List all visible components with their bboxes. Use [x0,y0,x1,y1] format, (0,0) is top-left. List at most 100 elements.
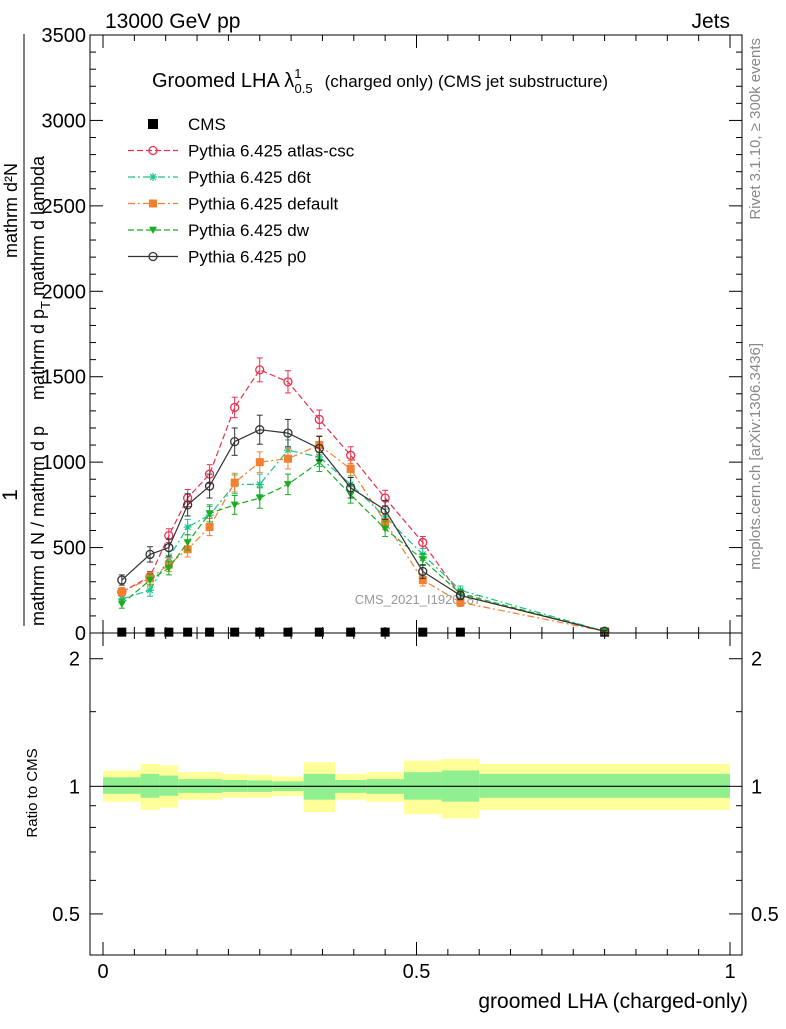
data-point [418,537,428,548]
title-main: Groomed LHA λ [152,70,294,92]
y-axis-label: 1 mathrm d N / mathrm d p mathrm d²N mat… [0,34,53,626]
data-point [346,464,355,473]
ratio-y-tick-label-right: 1 [751,776,762,798]
ylabel-frac-numer: mathrm d²N [1,163,21,258]
legend-label: Pythia 6.425 dw [188,221,310,240]
x-tick-label: 0.5 [403,961,431,983]
ylabel-numer-left: 1 [0,489,22,501]
data-point [418,566,428,577]
main-axes: 0 500 1000 1500 2000 2500 3000 3500 [42,25,742,645]
data-point [380,505,390,515]
data-point [117,587,126,596]
data-point [117,627,127,637]
data-point [149,226,157,234]
ylabel-frac-denom: mathrm d pT mathrm d lambda [28,155,53,400]
data-point [205,523,214,532]
data-point [255,480,264,489]
data-point [230,436,240,447]
ratio-plot: 0.5 0.5 1 1 2 2 0 0.5 1 [52,632,779,983]
data-point [117,600,126,608]
y-tick-label: 2500 [42,196,87,218]
data-point [455,627,465,637]
data-point [148,145,158,156]
ylabel-frac-denom-b: mathrm d lambda [28,155,48,301]
data-point [148,251,158,262]
data-point [456,598,465,607]
ylabel-sub-t: T [38,301,53,309]
data-point [314,414,324,425]
y-tick-label: 0 [75,623,86,645]
ratio-bands [103,759,730,819]
plot-title: Groomed LHA λ1 0.5 (charged only) (CMS jet… [152,66,608,96]
data-point [230,627,240,637]
series-line [121,369,605,632]
data-point [418,576,427,585]
legend-label: Pythia 6.425 d6t [188,168,311,187]
y-tick-label: 500 [53,538,86,560]
data-point [146,586,155,595]
data-point [283,377,293,387]
ylabel-frac-denom-a: mathrm d p [28,309,48,400]
title-rest: (charged only) (CMS jet substructure) [325,72,608,91]
ratio-y-tick-label: 0.5 [52,904,80,926]
data-point [283,481,292,489]
watermark: CMS_2021_I1920187 [355,592,482,607]
data-point [230,478,239,487]
header-left: 13000 GeV pp [105,10,240,33]
y-tick-label: 3500 [42,25,87,47]
series-line [121,444,605,632]
ratio-y-tick-label-right: 0.5 [751,904,779,926]
data-point [283,454,292,463]
data-point [314,627,324,637]
data-point [455,590,466,601]
legend-label: Pythia 6.425 p0 [188,248,306,267]
data-point [346,483,356,493]
ratio-band-inner [159,775,179,796]
data-point [148,119,158,129]
data-point [255,458,264,467]
ratio-axes: 0.5 0.5 1 1 2 2 0 0.5 1 [52,633,779,983]
ratio-ylabel: Ratio to CMS [24,748,41,837]
data-point [230,402,240,413]
data-point [149,199,157,208]
data-point [204,481,215,491]
ratio-y-tick-label-right: 2 [751,649,762,671]
data-point [283,627,293,637]
series-line [121,449,605,632]
data-point [164,627,174,637]
ratio-band-inner [103,777,141,794]
data-point [283,428,293,438]
data-point [164,542,174,553]
data-point [314,443,324,454]
legend-label: Pythia 6.425 default [188,195,339,214]
legend-label: Pythia 6.425 atlas-csc [188,142,355,161]
data-point [418,556,427,564]
data-point [183,627,193,637]
data-point [380,627,390,637]
data-point [117,575,127,585]
data-point [255,494,264,503]
x-axis-label: groomed LHA (charged-only) [478,990,748,1013]
data-point [346,450,356,460]
title-sup: 1 [294,66,301,81]
data-point [149,173,157,181]
data-point [346,627,356,637]
data-point [255,365,265,375]
data-point [205,510,214,518]
data-point [145,549,155,560]
legend-label: CMS [188,115,226,134]
x-tick-label: 0 [97,961,108,983]
data-point [255,425,265,435]
rivet-label: Rivet 3.1.10, ≥ 300k events [747,38,764,220]
series-4 [117,452,609,636]
data-point [230,501,239,509]
main-plot: 0 500 1000 1500 2000 2500 3000 3500 CMS Pythia 6… [42,25,743,645]
series-0 [117,627,610,637]
data-point [255,627,265,637]
data-point [182,500,193,510]
header-right: Jets [691,10,730,33]
series-line [121,429,605,632]
data-point [183,523,192,532]
data-point [117,594,126,603]
